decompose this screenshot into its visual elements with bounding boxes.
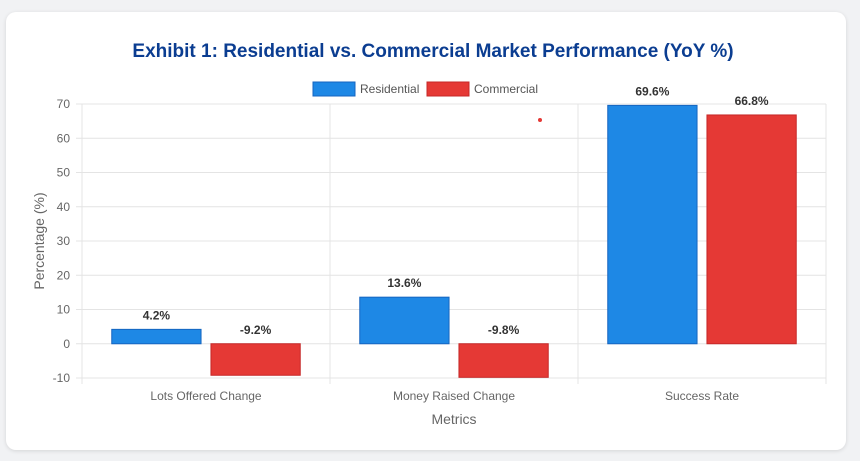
data-label-commercial-3: 66.8% [735,94,769,108]
y-tick-label: -10 [53,371,71,385]
y-tick-label: 0 [63,337,70,351]
data-label-residential-3: 69.6% [635,84,669,98]
chart-title: Exhibit 1: Residential vs. Commercial Ma… [132,41,733,62]
data-label-commercial-2: -9.8% [488,323,520,337]
legend[interactable]: Residential Commercial [312,81,538,97]
data-label-residential-1: 4.2% [143,308,171,322]
x-axis-title: Metrics [431,411,476,427]
legend-label-residential[interactable]: Residential [360,82,419,96]
data-labels: 4.2% -9.2% 13.6% -9.8% 69.6% 66.8% [143,84,769,336]
y-axis-ticks: 70 60 50 40 30 20 10 0 -10 [53,97,71,385]
bar-commercial-2[interactable] [458,343,549,378]
bars [111,104,797,378]
y-tick-label: 70 [57,97,71,111]
y-tick-label: 60 [57,131,71,145]
x-axis-ticks: Lots Offered Change Money Raised Change Su… [150,389,739,403]
x-tick-label: Success Rate [665,389,739,403]
y-tick-label: 20 [57,268,71,282]
data-label-commercial-1: -9.2% [240,323,272,337]
x-tick-label: Money Raised Change [393,389,515,403]
y-axis-title: Percentage (%) [31,192,47,289]
legend-swatch-commercial[interactable] [426,81,470,97]
bar-residential-2[interactable] [359,296,450,345]
legend-label-commercial[interactable]: Commercial [474,82,538,96]
y-tick-label: 40 [57,200,71,214]
legend-swatch-residential[interactable] [312,81,356,97]
y-tick-label: 50 [57,166,71,180]
y-tick-label: 10 [57,303,71,317]
chart-card [6,12,846,450]
x-tick-label: Lots Offered Change [150,389,262,403]
stray-dot [538,118,542,122]
bar-commercial-3[interactable] [706,114,797,345]
data-label-residential-2: 13.6% [387,276,421,290]
bar-residential-3[interactable] [607,104,698,345]
y-tick-label: 30 [57,234,71,248]
bar-residential-1[interactable] [111,328,202,345]
bar-commercial-1[interactable] [210,343,301,376]
